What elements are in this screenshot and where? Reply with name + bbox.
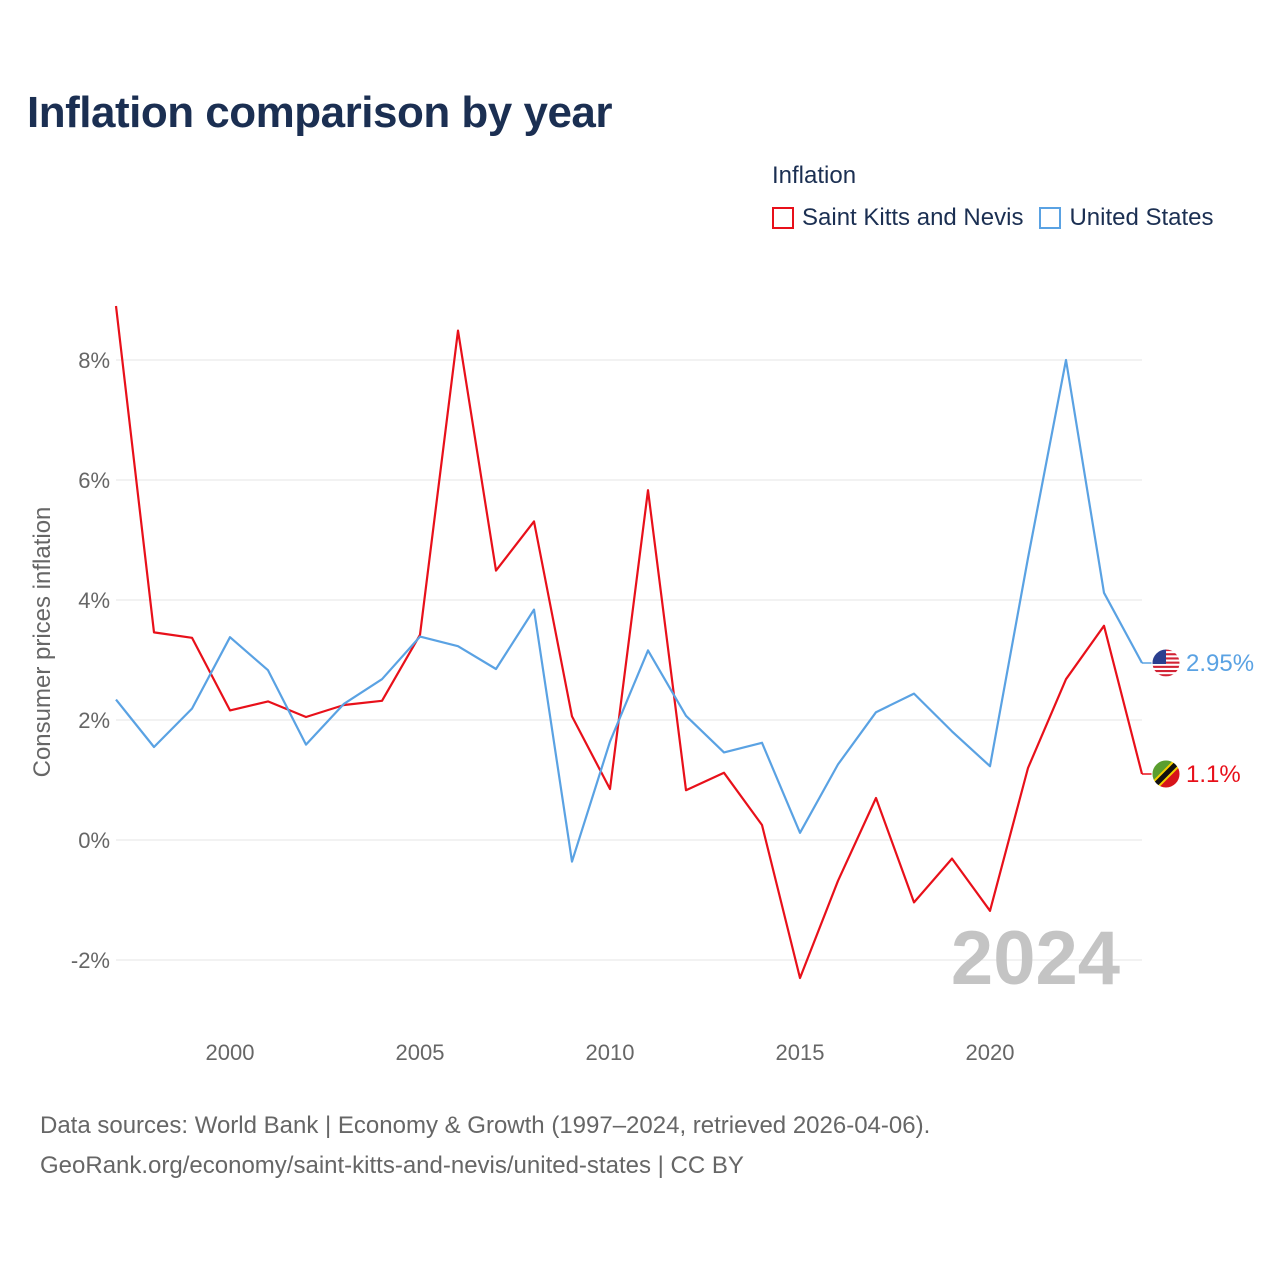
chart-title: Inflation comparison by year xyxy=(27,88,613,137)
footer: Data sources: World Bank | Economy & Gro… xyxy=(40,1106,930,1186)
y-tick-label: -2% xyxy=(71,948,110,973)
y-tick-label: 0% xyxy=(78,828,110,853)
x-tick-label: 2010 xyxy=(586,1040,635,1065)
legend-label: United States xyxy=(1069,204,1214,231)
year-watermark: 2024 xyxy=(951,916,1120,1001)
series-line-united-states xyxy=(115,358,1143,863)
end-value-label: 2.95% xyxy=(1186,650,1254,677)
legend-title: Inflation xyxy=(772,162,857,189)
y-tick-label: 4% xyxy=(78,588,110,613)
flag-ring xyxy=(1151,759,1181,789)
x-tick-label: 2005 xyxy=(396,1040,445,1065)
source-link[interactable]: GeoRank.org/economy/saint-kitts-and-nevi… xyxy=(40,1152,744,1179)
x-tick-label: 2015 xyxy=(776,1040,825,1065)
y-tick-label: 8% xyxy=(78,348,110,373)
legend-swatch xyxy=(772,207,794,229)
data-sources: Data sources: World Bank | Economy & Gro… xyxy=(40,1112,931,1139)
series-line-saint-kitts-and-nevis xyxy=(114,305,1144,980)
saint-kitts-flag-icon xyxy=(1152,760,1180,788)
legend-item-united-states[interactable]: United States xyxy=(1039,204,1214,232)
legend: Inflation Saint Kitts and Nevis United S… xyxy=(772,162,1214,232)
legend-label: Saint Kitts and Nevis xyxy=(802,204,1024,231)
x-tick-label: 2000 xyxy=(206,1040,255,1065)
end-value-label: 1.1% xyxy=(1186,761,1241,788)
y-axis-label: Consumer prices inflation xyxy=(29,507,56,778)
line-chart: -2% 0% 2% 4% 6% 8% 2000 2005 2010 2015 2020 Consume… xyxy=(29,305,1254,1065)
legend-item-saint-kitts-and-nevis[interactable]: Saint Kitts and Nevis xyxy=(772,204,1023,232)
x-tick-label: 2020 xyxy=(966,1040,1015,1065)
legend-swatch xyxy=(1039,207,1062,229)
y-tick-label: 2% xyxy=(78,708,110,733)
y-tick-label: 6% xyxy=(78,468,110,493)
flag-ring xyxy=(1151,648,1181,678)
